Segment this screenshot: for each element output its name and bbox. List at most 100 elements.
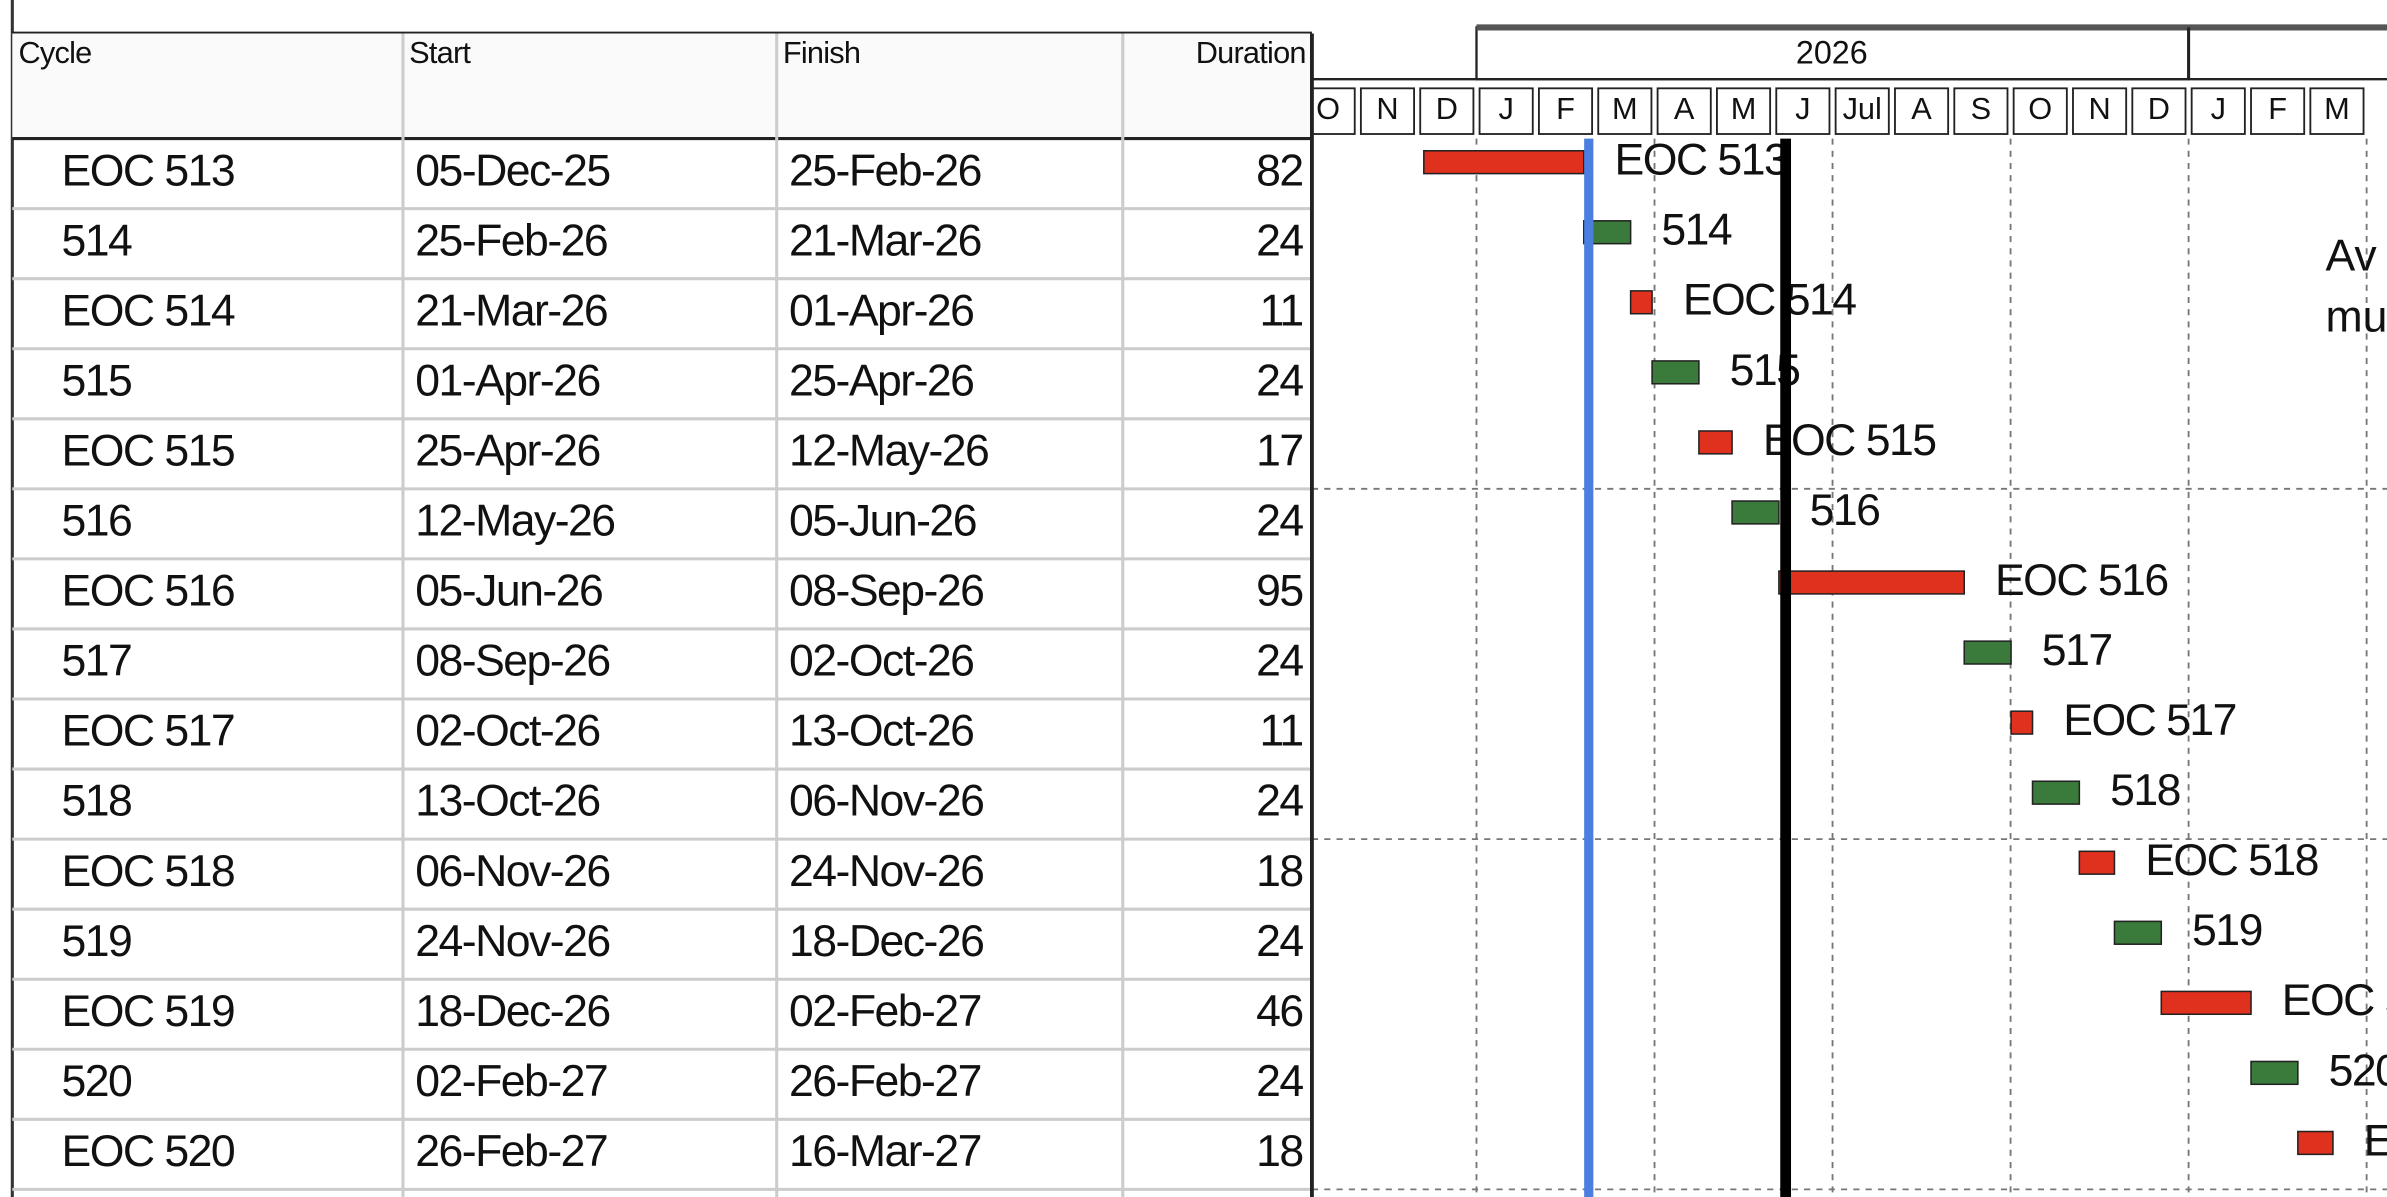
month-cell — [1359, 87, 1415, 135]
bar-label: EOC 520 — [2364, 1117, 2387, 1166]
bar — [1963, 640, 2012, 665]
month-cell — [2131, 87, 2187, 135]
cell: 06-Nov-26 — [789, 777, 983, 826]
bar-label: EOC 516 — [1995, 556, 2168, 605]
cell: 18-Dec-26 — [415, 987, 609, 1036]
cell: EOC 518 — [62, 847, 235, 896]
cell: 515 — [62, 357, 132, 406]
bar — [1698, 430, 1733, 455]
cell: 11 — [1259, 287, 1302, 336]
cell: 24 — [1256, 777, 1303, 826]
cell: 13-Oct-26 — [789, 707, 973, 756]
column-header: Duration — [1196, 36, 1306, 70]
cell: 01-Apr-26 — [789, 287, 973, 336]
cell: 02-Oct-26 — [415, 707, 599, 756]
month-cell — [2309, 87, 2365, 135]
cell: 05-Jun-26 — [415, 567, 602, 616]
bar-label: 517 — [2042, 626, 2112, 675]
month-cell — [1953, 87, 2009, 135]
bar-label: 519 — [2192, 906, 2262, 955]
bar-label: EOC 513 — [1615, 136, 1788, 185]
cell: EOC 519 — [62, 987, 235, 1036]
cell: 25-Apr-26 — [789, 357, 973, 406]
cell: 24 — [1256, 637, 1303, 686]
month-cell — [1656, 87, 1712, 135]
bar-label: EOC 514 — [1683, 276, 1857, 325]
bar — [2078, 850, 2116, 875]
column-header: Start — [409, 36, 471, 70]
month-label: M — [1731, 92, 1757, 126]
cell: 02-Feb-27 — [789, 987, 981, 1036]
month-header: O N D J F M A M J Jul A S O N D J F M — [1311, 87, 2365, 135]
cell: 02-Oct-26 — [789, 637, 973, 686]
cell: 05-Dec-25 — [415, 146, 609, 195]
month-label: M — [2324, 92, 2350, 126]
bar — [2113, 920, 2163, 945]
month-cell — [1419, 87, 1475, 135]
month-label: A — [1674, 92, 1695, 126]
month-cell — [2250, 87, 2306, 135]
table-header — [12, 33, 1312, 139]
cell: 06-Nov-26 — [415, 847, 609, 896]
cell: 26-Feb-27 — [415, 1127, 607, 1176]
month-label: D — [1436, 92, 1458, 126]
cell: 17 — [1256, 427, 1303, 476]
cell: 13-Oct-26 — [415, 777, 599, 826]
cell: 24-Nov-26 — [415, 917, 609, 966]
cell: 24-Nov-26 — [789, 847, 983, 896]
cell: 02-Feb-27 — [415, 1057, 607, 1106]
bar-label: 516 — [1810, 486, 1880, 535]
cell: 12-May-26 — [415, 497, 614, 546]
cell: EOC 520 — [62, 1127, 235, 1176]
cell: 12-May-26 — [789, 427, 988, 476]
cell: 95 — [1256, 567, 1303, 616]
month-label: Jul — [1843, 92, 1882, 126]
bar-label: 514 — [1661, 206, 1732, 255]
month-label: M — [1612, 92, 1638, 126]
cell: 05-Jun-26 — [789, 497, 976, 546]
bar — [1731, 500, 1780, 525]
bar — [1423, 150, 1585, 175]
bar — [1583, 220, 1632, 245]
cell: 520 — [62, 1057, 132, 1106]
cell: EOC 515 — [62, 427, 235, 476]
cell: 517 — [62, 637, 132, 686]
month-label: D — [2148, 92, 2170, 126]
cell: 18 — [1256, 1127, 1303, 1176]
cell: 26-Feb-27 — [789, 1057, 981, 1106]
cell: EOC 516 — [62, 567, 235, 616]
bar — [2160, 990, 2252, 1016]
cell: 25-Feb-26 — [415, 217, 607, 266]
bar — [2250, 1060, 2299, 1086]
cell: 01-Apr-26 — [415, 357, 599, 406]
bar — [2010, 710, 2034, 735]
cell: EOC 514 — [62, 287, 236, 336]
month-cell — [1775, 87, 1831, 135]
cell: 24 — [1256, 357, 1303, 406]
month-label: F — [1556, 92, 1575, 126]
month-cell — [2190, 87, 2246, 135]
cell: 46 — [1256, 987, 1303, 1036]
bar-label: EOC 517 — [2063, 696, 2236, 745]
cell: 24 — [1256, 217, 1303, 266]
month-cell — [1716, 87, 1772, 135]
month-cell — [2072, 87, 2128, 135]
cell: 82 — [1256, 146, 1303, 195]
cell: 18 — [1256, 847, 1303, 896]
column-header: Cycle — [18, 36, 91, 70]
cell: 514 — [62, 217, 133, 266]
bar-label: 520 — [2329, 1046, 2387, 1095]
cell: 21-Mar-26 — [789, 217, 981, 266]
bar — [1651, 360, 1700, 385]
bar — [2031, 780, 2081, 805]
bar-label: EOC 518 — [2145, 836, 2318, 885]
cell: 08-Sep-26 — [789, 567, 983, 616]
column-header: Finish — [783, 36, 860, 70]
month-label: S — [1971, 92, 1992, 126]
month-label: N — [1376, 92, 1398, 126]
cell: 21-Mar-26 — [415, 287, 607, 336]
note: Av — [2325, 232, 2377, 281]
